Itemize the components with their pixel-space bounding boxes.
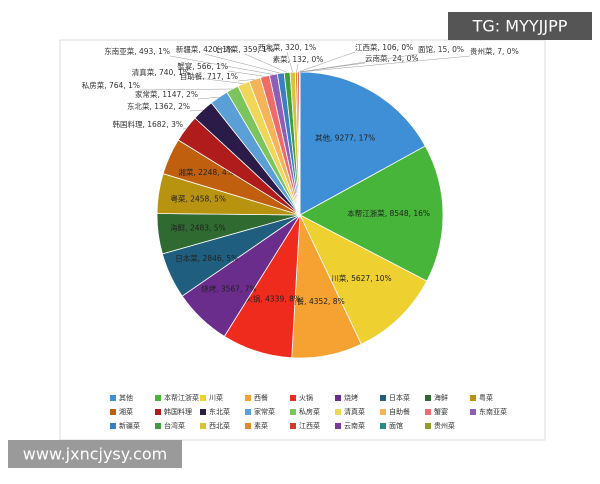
- legend-label: 贵州菜: [434, 421, 455, 430]
- legend-label: 面馆: [389, 421, 403, 430]
- legend-label: 湘菜: [119, 407, 133, 416]
- data-label: 自助餐, 717, 1%: [180, 71, 238, 81]
- legend-swatch: [290, 409, 296, 415]
- legend-swatch: [470, 395, 476, 401]
- legend-swatch: [425, 395, 431, 401]
- legend-swatch: [335, 423, 341, 429]
- data-label: 东北菜, 1362, 2%: [127, 101, 190, 111]
- data-label: 贵州菜, 7, 0%: [470, 46, 519, 56]
- legend-label: 川菜: [209, 393, 223, 402]
- legend-swatch: [380, 423, 386, 429]
- data-label: 川菜, 5627, 10%: [331, 273, 391, 283]
- legend-swatch: [200, 423, 206, 429]
- legend-label: 台湾菜: [164, 421, 185, 430]
- legend-label: 自助餐: [389, 407, 410, 416]
- legend-label: 西餐: [254, 393, 268, 402]
- legend-swatch: [380, 395, 386, 401]
- legend-label: 清真菜: [344, 407, 365, 416]
- legend-label: 东南亚菜: [479, 407, 507, 416]
- legend-label: 新疆菜: [119, 421, 140, 430]
- data-label: 私房菜, 764, 1%: [82, 80, 140, 90]
- legend-label: 粤菜: [479, 393, 493, 402]
- legend-swatch: [470, 409, 476, 415]
- legend-swatch: [290, 395, 296, 401]
- legend-label: 烧烤: [344, 393, 358, 402]
- data-label: 面馆, 15, 0%: [418, 44, 464, 54]
- legend-swatch: [200, 409, 206, 415]
- data-label: 西北菜, 320, 1%: [258, 42, 316, 52]
- legend-label: 其他: [119, 393, 133, 402]
- data-label: 日本菜, 2846, 5%: [175, 253, 238, 263]
- legend-swatch: [425, 409, 431, 415]
- legend-swatch: [245, 409, 251, 415]
- legend-label: 蟹宴: [434, 407, 448, 416]
- legend-swatch: [335, 409, 341, 415]
- legend-label: 素菜: [254, 421, 268, 430]
- data-label: 韩国料理, 1682, 3%: [112, 119, 183, 129]
- data-label: 江西菜, 106, 0%: [355, 42, 413, 52]
- legend-label: 火锅: [299, 393, 313, 402]
- legend-swatch: [425, 423, 431, 429]
- data-label: 烧烤, 3567, 7%: [201, 283, 257, 293]
- legend-swatch: [245, 395, 251, 401]
- legend-swatch: [290, 423, 296, 429]
- data-label: 本帮江浙菜, 8548, 16%: [347, 208, 430, 218]
- watermark: TG: MYYJJPP: [472, 17, 568, 36]
- legend-label: 家常菜: [254, 407, 275, 416]
- legend-label: 云南菜: [344, 421, 365, 430]
- legend-label: 日本菜: [389, 393, 410, 402]
- legend-swatch: [155, 395, 161, 401]
- legend-label: 私房菜: [299, 407, 320, 416]
- data-label: 东南亚菜, 493, 1%: [104, 46, 170, 56]
- data-label: 家常菜, 1147, 2%: [135, 89, 198, 99]
- legend-label: 韩国料理: [164, 407, 192, 416]
- data-label: 火锅, 4339, 8%: [245, 293, 301, 303]
- data-label: 蟹宴, 566, 1%: [177, 61, 228, 71]
- legend-swatch: [335, 395, 341, 401]
- legend-swatch: [200, 395, 206, 401]
- legend-swatch: [110, 423, 116, 429]
- legend-swatch: [155, 409, 161, 415]
- legend-swatch: [110, 395, 116, 401]
- legend-swatch: [245, 423, 251, 429]
- legend-swatch: [110, 409, 116, 415]
- legend-swatch: [380, 409, 386, 415]
- legend-label: 东北菜: [209, 407, 230, 416]
- legend-label: 江西菜: [299, 421, 320, 430]
- legend-label: 本帮江浙菜: [164, 393, 199, 402]
- data-label: 海鲜, 2483, 5%: [170, 223, 226, 233]
- legend-swatch: [155, 423, 161, 429]
- data-label: 粤菜, 2458, 5%: [170, 193, 226, 203]
- data-label: 素菜, 132, 0%: [273, 54, 324, 64]
- data-label: 其他, 9277, 17%: [315, 133, 375, 143]
- legend-label: 海鲜: [434, 393, 448, 402]
- watermark: www.jxncjysy.com: [23, 445, 167, 464]
- legend-label: 西北菜: [209, 421, 230, 430]
